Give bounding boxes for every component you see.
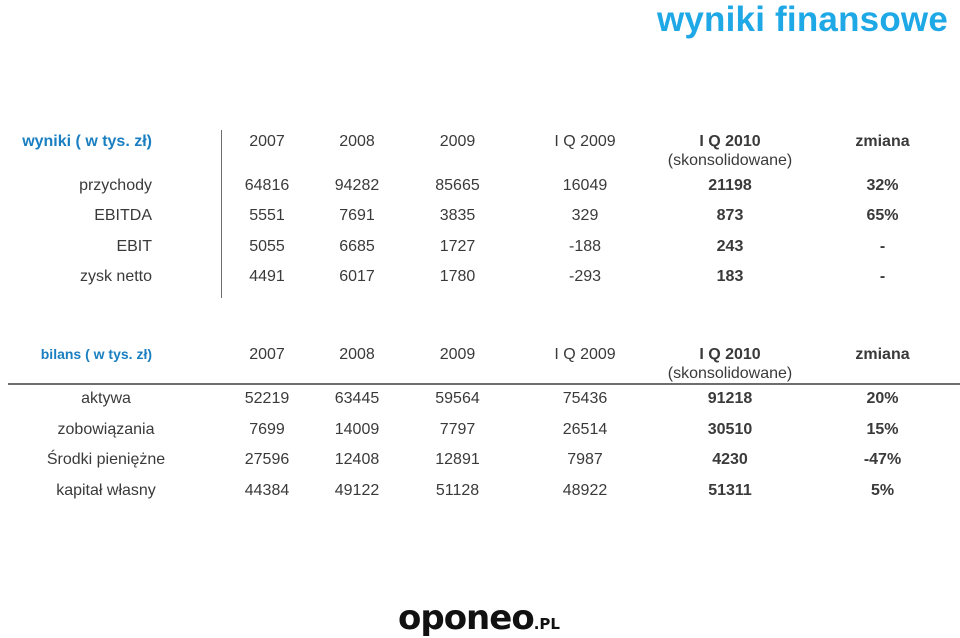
cell-2007: 27596 [244, 451, 290, 468]
row-label: przychody [79, 177, 152, 194]
cell-iq2010: 183 [716, 268, 744, 285]
cell-2007: 7699 [249, 421, 285, 438]
cell-change: 32% [866, 177, 899, 194]
header-consolidated-note: (skonsolidowane) [667, 365, 793, 382]
cell-2009: 59564 [435, 390, 480, 407]
cell-change: 65% [866, 207, 899, 224]
cell-iq2009: 329 [571, 207, 599, 224]
oponeo-logo: oponeo.PL [398, 598, 560, 638]
logo-suffix: .PL [533, 615, 560, 633]
header-2008: 2008 [339, 346, 375, 363]
header-iq2010: I Q 2010 [699, 133, 761, 150]
cell-iq2010: 873 [716, 207, 744, 224]
cell-2008: 6017 [339, 268, 375, 285]
cell-iq2009: -188 [568, 238, 602, 255]
cell-2008: 7691 [339, 207, 375, 224]
cell-iq2010: 51311 [708, 482, 752, 499]
row-label: zobowiązania [57, 421, 155, 438]
cell-2007: 64816 [244, 177, 290, 194]
cell-2007: 5551 [249, 207, 285, 224]
header-iq2010: I Q 2010 [699, 346, 761, 363]
cell-2009: 1780 [439, 268, 476, 285]
cell-iq2009: -293 [568, 268, 602, 285]
cell-2008: 6685 [339, 238, 375, 255]
cell-iq2009: 48922 [562, 482, 608, 499]
header-iq2009: I Q 2009 [554, 346, 616, 363]
cell-2007: 52219 [244, 390, 290, 407]
balance-header-label: bilans ( w tys. zł) [40, 346, 152, 362]
header-2009: 2009 [439, 346, 476, 363]
cell-iq2010: 21198 [708, 177, 752, 194]
page-title: wyniki finansowe [656, 0, 948, 39]
header-2008: 2008 [339, 133, 375, 150]
cell-2008: 14009 [334, 421, 380, 438]
row-label: kapitał własny [56, 482, 156, 499]
cell-change: -47% [863, 451, 902, 468]
row-label: zysk netto [79, 268, 152, 285]
header-2009: 2009 [439, 133, 476, 150]
header-consolidated-note: (skonsolidowane) [667, 152, 793, 169]
header-change: zmiana [855, 133, 910, 150]
cell-2008: 94282 [334, 177, 380, 194]
header-2007: 2007 [249, 133, 285, 150]
cell-iq2009: 16049 [562, 177, 608, 194]
cell-change: 5% [870, 482, 895, 499]
cell-2009: 12891 [435, 451, 480, 468]
row-label: EBITDA [94, 207, 152, 224]
cell-2007: 5055 [249, 238, 285, 255]
cell-iq2009: 26514 [562, 421, 608, 438]
cell-change: - [879, 238, 886, 255]
cell-2007: 44384 [244, 482, 290, 499]
results-table-divider [221, 130, 222, 298]
cell-2009: 85665 [435, 177, 480, 194]
cell-change: 15% [866, 421, 899, 438]
cell-2007: 4491 [249, 268, 285, 285]
cell-2009: 1727 [439, 238, 476, 255]
row-label: Środki pieniężne [46, 451, 166, 468]
cell-2008: 49122 [334, 482, 380, 499]
header-change: zmiana [855, 346, 910, 363]
cell-iq2010: 91218 [707, 390, 753, 407]
cell-iq2010: 4230 [712, 451, 748, 468]
row-label: aktywa [81, 390, 131, 407]
row-label: EBIT [116, 238, 152, 255]
cell-2008: 12408 [334, 451, 380, 468]
logo-name: oponeo [398, 598, 535, 638]
cell-iq2010: 30510 [707, 421, 753, 438]
cell-2009: 7797 [439, 421, 476, 438]
cell-change: 20% [866, 390, 899, 407]
balance-table-divider [8, 383, 960, 385]
cell-iq2009: 75436 [562, 390, 608, 407]
header-2007: 2007 [249, 346, 285, 363]
cell-iq2009: 7987 [567, 451, 603, 468]
cell-2009: 3835 [439, 207, 476, 224]
cell-change: - [879, 268, 886, 285]
cell-2008: 63445 [334, 390, 380, 407]
cell-2009: 51128 [435, 482, 480, 499]
cell-iq2010: 243 [716, 238, 744, 255]
results-header-label: wyniki ( w tys. zł) [22, 133, 152, 150]
header-iq2009: I Q 2009 [554, 133, 616, 150]
